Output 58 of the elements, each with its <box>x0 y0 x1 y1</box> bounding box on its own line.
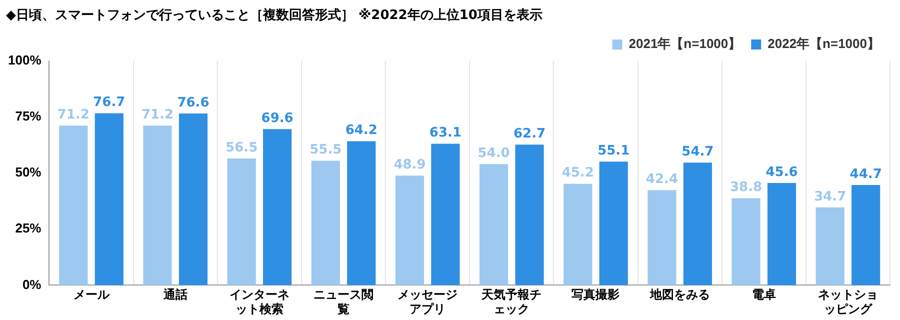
chart-title: ◆日頃、スマートフォンで行っていること［複数回答形式］ ※2022年の上位10項目を表示 <box>5 6 544 25</box>
data-label: 54.7 <box>682 144 714 160</box>
data-label: 62.7 <box>513 126 546 142</box>
data-label: 71.2 <box>141 107 174 122</box>
y-tick-label: 25% <box>15 220 42 236</box>
bar <box>431 144 460 286</box>
x-tick-label: インターネット検索 <box>229 288 290 316</box>
x-tick-label: 写真撮影 <box>572 288 620 302</box>
y-tick-label: 50% <box>15 164 42 180</box>
bar <box>263 129 292 286</box>
data-label: 64.2 <box>345 123 378 138</box>
bar <box>599 162 628 286</box>
bar <box>227 158 256 286</box>
legend-label: 2021年【n=1000】 <box>628 36 742 52</box>
x-tick-label: 電卓 <box>752 288 776 302</box>
bar <box>395 176 424 286</box>
data-label: 63.1 <box>429 126 462 141</box>
data-label: 56.5 <box>226 140 258 156</box>
data-label: 42.4 <box>646 172 678 188</box>
data-label: 45.2 <box>562 166 594 181</box>
y-tick-label: 100% <box>8 52 42 68</box>
legend-label: 2022年【n=1000】 <box>768 36 880 52</box>
x-tick-label: メッセージアプリ <box>398 288 458 316</box>
x-tick-label: 通話 <box>162 288 188 302</box>
bar <box>564 184 592 286</box>
data-label: 54.0 <box>478 146 510 162</box>
bar <box>347 141 376 286</box>
data-label: 34.7 <box>814 189 846 204</box>
bar <box>767 182 796 286</box>
data-label: 44.7 <box>850 166 882 182</box>
bar <box>732 198 760 286</box>
bar <box>94 113 124 286</box>
data-label: 38.8 <box>730 180 762 196</box>
data-label: 71.2 <box>57 107 90 122</box>
bar <box>311 160 340 286</box>
data-label: 48.9 <box>394 157 426 172</box>
data-label: 55.1 <box>598 144 630 159</box>
data-label: 69.6 <box>261 111 294 126</box>
x-tick-label: 天気予報チェック <box>480 288 542 316</box>
data-label: 76.7 <box>93 95 126 110</box>
data-label: 76.6 <box>177 95 210 110</box>
data-label: 55.5 <box>310 142 342 158</box>
x-tick-label: ニュース閲覧 <box>314 288 374 316</box>
bar <box>683 162 712 286</box>
bar <box>852 184 880 286</box>
bar <box>480 164 508 286</box>
y-tick-label: 0% <box>22 276 42 292</box>
bar <box>816 207 844 286</box>
bar <box>648 190 676 286</box>
x-tick-label: 地図をみる <box>648 288 710 302</box>
data-label: 45.6 <box>766 164 798 180</box>
bar <box>59 126 88 286</box>
x-tick-label: ネットショッピング <box>818 288 878 316</box>
bar <box>178 113 208 286</box>
y-tick-label: 75% <box>15 108 42 124</box>
x-tick-label: メール <box>73 288 110 302</box>
bar <box>515 144 544 286</box>
bar <box>143 126 172 286</box>
